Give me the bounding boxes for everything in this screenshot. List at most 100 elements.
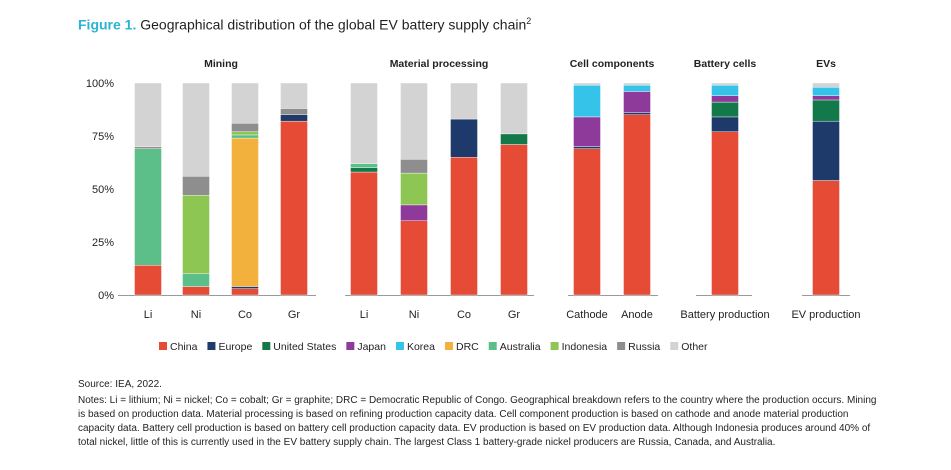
bar-segment [182, 195, 210, 275]
bar-segment [711, 101, 739, 118]
figure-notes: Source: IEA, 2022. Notes: Li = lithium; … [78, 378, 878, 450]
bar-segment [400, 82, 428, 160]
bar-segment [573, 148, 601, 296]
figure-title: Figure 1. Geographical distribution of t… [78, 16, 531, 33]
legend-swatch [346, 342, 355, 350]
bar-segment [280, 114, 308, 122]
bar-segment [812, 99, 840, 122]
legend-label: China [170, 341, 198, 353]
bar-segment [182, 286, 210, 296]
legend-swatch [262, 342, 271, 350]
bar-segment [134, 148, 162, 266]
bar-segment [573, 116, 601, 147]
x-tick-label: Cathode [566, 309, 608, 321]
y-tick-label: 25% [92, 237, 114, 249]
bar-segment [500, 144, 528, 296]
y-tick-label: 50% [92, 184, 114, 196]
legend-label: Korea [407, 341, 435, 353]
bar-segment [623, 112, 651, 116]
bar-segment [711, 95, 739, 103]
x-tick-label: Li [360, 309, 369, 321]
bar-segment [812, 120, 840, 181]
legend-swatch [207, 342, 216, 350]
bar-segment [400, 159, 428, 174]
legend-swatch [395, 342, 404, 350]
bar-segment [350, 163, 378, 168]
bar-segment [450, 156, 478, 296]
bar-segment [623, 114, 651, 296]
bar-segment [231, 123, 259, 132]
bar-segment [623, 91, 651, 113]
bar-segment [400, 220, 428, 296]
bar-segment [400, 204, 428, 221]
bar-segment [231, 137, 259, 287]
legend-label: United States [273, 341, 336, 353]
bar-segment [134, 146, 162, 149]
bar-segment [450, 82, 478, 120]
bar-segment [280, 108, 308, 115]
bar-segment [350, 171, 378, 296]
bar-segment [350, 167, 378, 173]
bar-segment [134, 82, 162, 147]
stacked-bar-chart: 0% 25% 50% 75% 100% Mining Li Ni Co Gr Material pr… [86, 58, 861, 353]
x-tick-label: Co [457, 309, 471, 321]
y-tick-label: 100% [86, 78, 114, 90]
bar-segment [231, 288, 259, 296]
legend-label: Russia [628, 341, 660, 353]
bar-segment [573, 146, 601, 149]
source-text: Source: IEA, 2022. [78, 379, 162, 390]
y-tick-label: 0% [98, 290, 114, 302]
bar-segment [182, 273, 210, 287]
bar-segment [812, 87, 840, 96]
figure-label: Figure 1. [78, 16, 137, 33]
bar-segment [711, 84, 739, 96]
bar-segment [623, 84, 651, 92]
footnote-ref: 2 [526, 16, 532, 26]
bar-segment [500, 82, 528, 135]
bar-segment [231, 82, 259, 124]
legend-label: Japan [357, 341, 386, 353]
bar-segment [182, 176, 210, 196]
bar-segment [134, 265, 162, 296]
legend-swatch [617, 342, 626, 350]
bar-segment [400, 172, 428, 206]
bar-segment [573, 82, 601, 86]
group-title: Cell components [570, 58, 655, 70]
group-title: Battery cells [694, 58, 757, 70]
bar-segment [812, 82, 840, 88]
figure-title-text: Geographical distribution of the global … [140, 16, 527, 33]
x-tick-label: Anode [621, 309, 653, 321]
bar-segment [500, 133, 528, 145]
bar-segment [711, 82, 739, 86]
x-tick-label: EV production [791, 309, 860, 321]
x-tick-label: Ni [191, 309, 201, 321]
legend-swatch [159, 342, 167, 350]
bar-segment [231, 286, 259, 289]
x-tick-label: Li [144, 309, 153, 321]
bar-segment [812, 180, 840, 296]
bar-segment [711, 116, 739, 132]
legend-swatch [670, 342, 679, 350]
notes-text: Notes: Li = lithium; Ni = nickel; Co = c… [78, 395, 877, 448]
bar-segment [450, 118, 478, 158]
legend-label: Indonesia [562, 341, 608, 353]
legend-swatch [488, 342, 497, 350]
bar-segment [182, 82, 210, 177]
x-tick-label: Ni [409, 309, 419, 321]
bar-segment [350, 82, 378, 164]
bar-segment [280, 120, 308, 296]
y-tick-label: 75% [92, 131, 114, 143]
legend-swatch [550, 342, 559, 350]
legend-label: Australia [500, 341, 541, 353]
group-title: EVs [816, 58, 836, 70]
legend-label: Other [681, 341, 708, 353]
bar-segment [623, 82, 651, 86]
bar-segment [573, 84, 601, 118]
legend-label: DRC [456, 341, 479, 353]
bar-segment [231, 131, 259, 136]
x-tick-label: Gr [288, 309, 301, 321]
bar-segment [812, 95, 840, 101]
bar-segment [280, 82, 308, 109]
bar-segment [711, 131, 739, 296]
legend-swatch [444, 342, 453, 350]
